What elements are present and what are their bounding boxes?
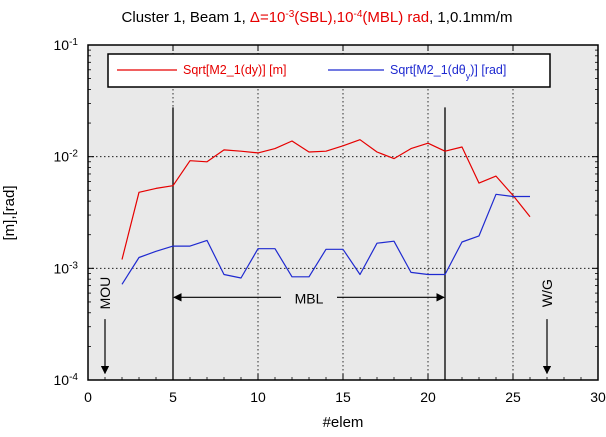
x-tick-label: 30 [590, 389, 606, 405]
x-tick-label: 5 [169, 389, 177, 405]
legend-label-dtheta: Sqrt[M2_1(dθy)] [rad] [390, 63, 506, 81]
y-tick-label: 10-1 [54, 37, 79, 54]
annotations: MBL MOU W/G [97, 107, 555, 380]
x-tick-label: 10 [250, 389, 266, 405]
x-tick-label: 15 [335, 389, 351, 405]
y-axis-label: [m],[rad] [1, 185, 18, 240]
mou-label: MOU [97, 277, 113, 310]
y-tick-label: 10-3 [54, 260, 79, 277]
x-tick-labels: 0 5 10 15 20 25 30 [84, 45, 606, 405]
y-tick-label: 10-2 [54, 148, 79, 165]
legend: Sqrt[M2_1(dy)] [m] Sqrt[M2_1(dθy)] [rad] [107, 53, 551, 88]
series-line-0 [121, 139, 531, 260]
legend-label-dy: Sqrt[M2_1(dy)] [m] [183, 63, 287, 77]
series-line-1 [121, 193, 530, 285]
mbl-label: MBL [295, 290, 324, 306]
series-lines [121, 139, 531, 285]
legend-box [107, 53, 551, 88]
chart-title: Cluster 1, Beam 1, Δ=10-3(SBL),10-4(MBL)… [122, 9, 513, 27]
y-tick-label: 10-4 [54, 372, 79, 389]
x-tick-label: 20 [420, 389, 436, 405]
x-tick-label: 25 [505, 389, 521, 405]
x-tick-label: 0 [84, 389, 92, 405]
wg-label: W/G [539, 279, 555, 307]
x-axis-label: #elem [323, 414, 364, 431]
y-tick-labels: 10-4 10-3 10-2 10-1 [54, 37, 598, 389]
